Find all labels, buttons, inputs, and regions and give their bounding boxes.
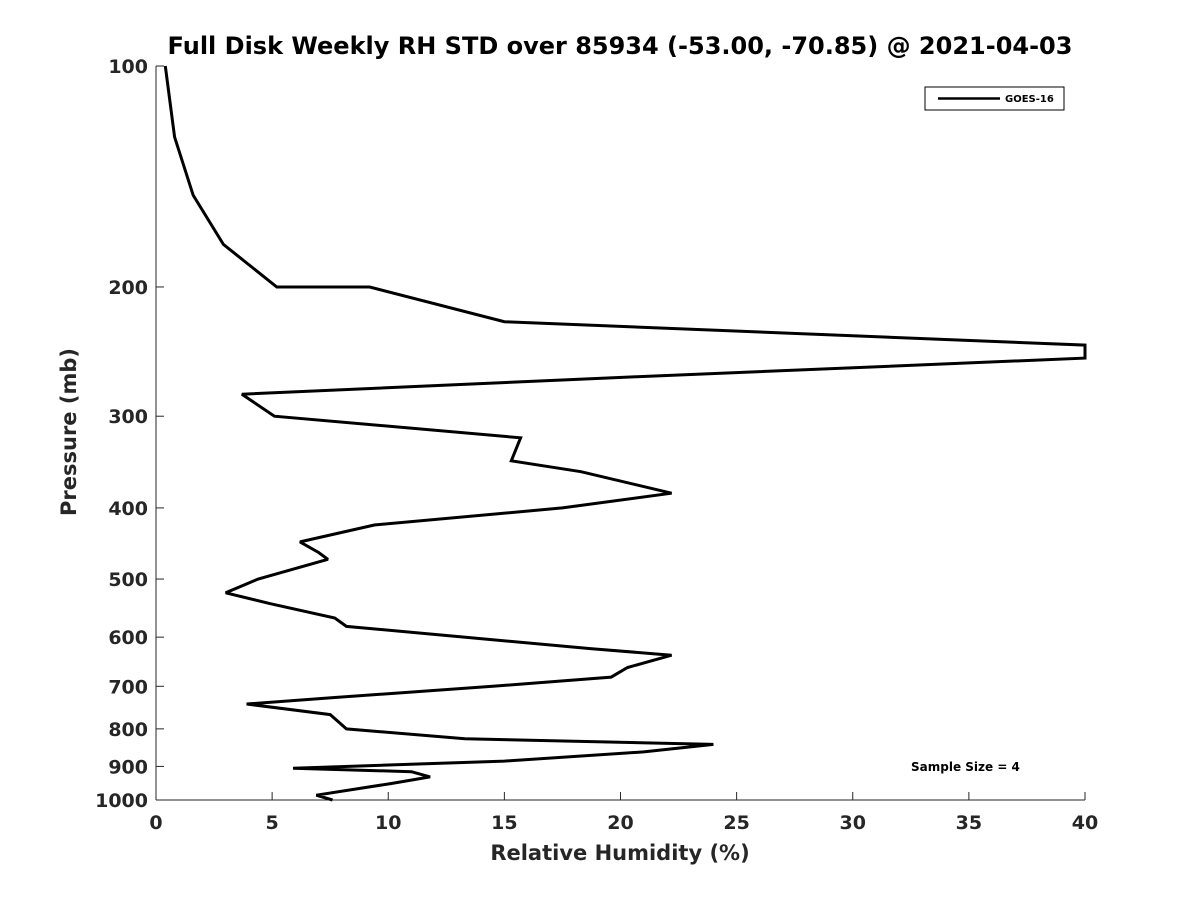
y-tick-label: 700	[108, 676, 148, 698]
x-tick-label: 20	[607, 812, 633, 834]
y-tick-label: 900	[108, 756, 148, 778]
x-tick-label: 25	[723, 812, 749, 834]
y-tick-label: 500	[108, 569, 148, 591]
y-axis-ticks: 100 200 300 400 500 600 700 800 900 1000	[95, 56, 164, 812]
series-layer	[163, 65, 1087, 802]
x-tick-label: 10	[375, 812, 401, 834]
y-tick-label: 800	[108, 719, 148, 741]
y-tick-label: 400	[108, 498, 148, 520]
x-tick-label: 35	[956, 812, 982, 834]
y-tick-label: 300	[108, 406, 148, 428]
y-tick-label: 100	[108, 56, 148, 78]
sample-size-annotation: Sample Size = 4	[911, 760, 1020, 774]
chart-title: Full Disk Weekly RH STD over 85934 (-53.…	[168, 32, 1073, 60]
x-tick-label: 30	[840, 812, 866, 834]
x-tick-label: 40	[1072, 812, 1098, 834]
y-tick-label: 600	[108, 627, 148, 649]
x-axis-ticks: 0 5 10 15 20 25 30 35 40	[149, 792, 1098, 834]
x-axis-title: Relative Humidity (%)	[490, 841, 749, 865]
x-tick-label: 0	[149, 812, 162, 834]
legend-label-goes-16: GOES-16	[1005, 94, 1054, 105]
series-line-goes-16	[163, 65, 1087, 802]
x-tick-label: 5	[266, 812, 279, 834]
y-axis-title: Pressure (mb)	[57, 348, 81, 516]
y-tick-label: 1000	[95, 790, 148, 812]
x-tick-label: 15	[491, 812, 517, 834]
y-tick-label: 200	[108, 277, 148, 299]
legend: GOES-16	[924, 86, 1065, 111]
